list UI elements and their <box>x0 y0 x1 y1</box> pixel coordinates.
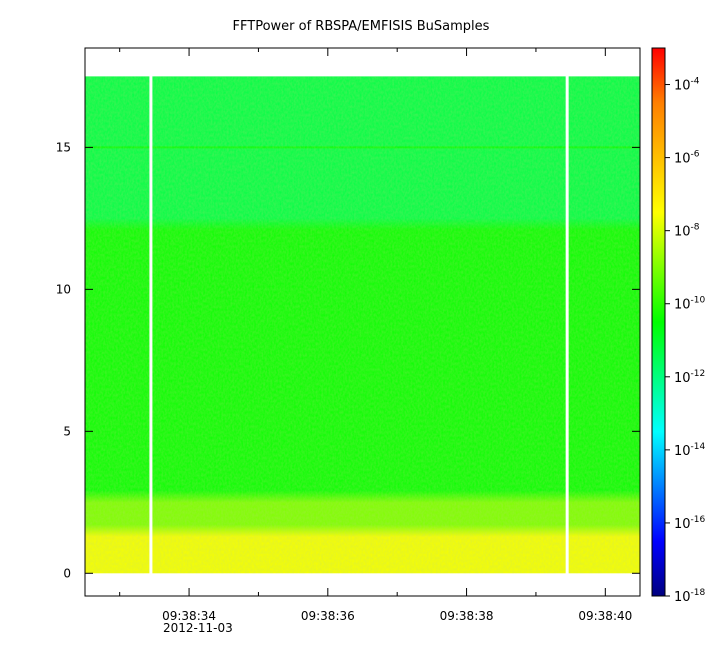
colorbar-tick-label-6: 10-16 <box>674 515 706 532</box>
colorbar-tick-label-4: 10-12 <box>674 369 705 386</box>
colorbar-ticks: 10-4 10-6 10-8 10-10 10-12 10-14 10-16 10-18 <box>665 77 706 605</box>
y-axis: 0 5 10 15 <box>56 140 640 580</box>
chart-title: FFTPower of RBSPA/EMFISIS BuSamples <box>233 19 490 34</box>
x-tick-label-3: 09:38:40 <box>578 609 632 623</box>
colorbar-tick-label-7: 10-18 <box>674 588 706 605</box>
colorbar-gradient <box>652 48 665 596</box>
x-tick-label-0: 09:38:34 <box>162 609 216 623</box>
data-gap-1 <box>565 75 569 575</box>
colorbar-tick-label-3: 10-10 <box>674 296 706 313</box>
y-tick-label-10: 10 <box>56 282 71 296</box>
y-tick-label-15: 15 <box>56 140 71 154</box>
colorbar-tick-label-0: 10-4 <box>674 77 700 94</box>
data-gap-0 <box>149 75 153 575</box>
spectrogram-noise <box>85 76 640 574</box>
plot-area: 0 5 10 15 09:38:34 09:38:36 09:38:38 09:38:40 <box>56 47 641 623</box>
x-axis: 09:38:34 09:38:36 09:38:38 09:38:40 <box>119 48 632 623</box>
plot-frame <box>84 47 641 597</box>
colorbar-frame <box>651 47 666 597</box>
x-date-label: 2012-11-03 <box>163 621 233 635</box>
data-gaps <box>149 75 569 575</box>
x-tick-label-1: 09:38:36 <box>301 609 355 623</box>
x-tick-label-2: 09:38:38 <box>440 609 494 623</box>
y-tick-label-0: 0 <box>63 566 71 580</box>
y-tick-label-5: 5 <box>63 424 71 438</box>
colorbar-tick-label-2: 10-8 <box>674 223 700 240</box>
colorbar-tick-label-5: 10-14 <box>674 442 706 459</box>
colorbar-tick-label-1: 10-6 <box>674 150 700 167</box>
colorbar: 10-4 10-6 10-8 10-10 10-12 10-14 10-16 10-18 <box>651 47 706 605</box>
